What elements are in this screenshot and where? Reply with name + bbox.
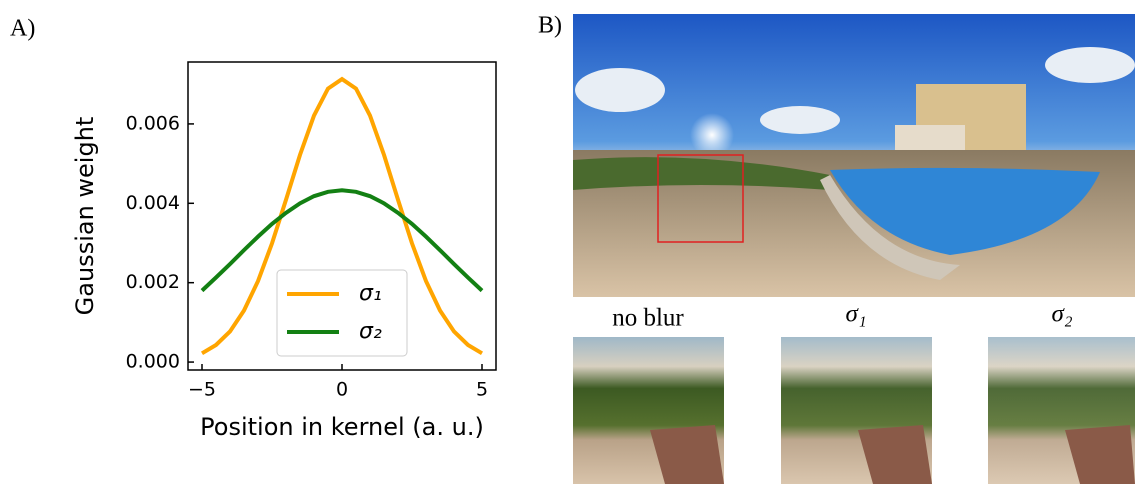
- thumbnail-image: [573, 337, 1135, 484]
- panel-label: A): [10, 16, 35, 42]
- y-tick-label: 0.000: [126, 351, 180, 373]
- legend-label: σ₁: [359, 281, 382, 306]
- image-caption: no blur: [612, 305, 684, 332]
- y-tick-label: 0.002: [126, 271, 180, 293]
- panorama-image: [573, 14, 1135, 297]
- panel-label: B): [538, 13, 562, 39]
- x-tick-label: −5: [188, 379, 216, 401]
- legend-box: [277, 270, 407, 356]
- image-caption: σ₂: [1051, 301, 1072, 328]
- figure: A) B) Gaussian weight Position in kernel …: [0, 0, 1135, 484]
- x-tick-label: 5: [476, 379, 488, 401]
- x-tick-label: 0: [336, 379, 348, 401]
- image-caption: σ₁: [845, 301, 866, 328]
- plot-area: Gaussian weight Position in kernel (a. u.…: [71, 62, 496, 441]
- legend-label: σ₂: [359, 319, 382, 344]
- y-axis-label: Gaussian weight: [71, 117, 99, 316]
- y-tick-label: 0.004: [126, 192, 180, 214]
- x-axis-label: Position in kernel (a. u.): [200, 413, 484, 441]
- y-tick-label: 0.006: [126, 112, 180, 134]
